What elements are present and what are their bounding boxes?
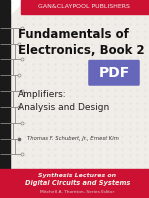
Polygon shape — [0, 0, 26, 26]
Text: Analysis and Design: Analysis and Design — [18, 103, 109, 112]
FancyBboxPatch shape — [88, 60, 140, 86]
Text: Thomas F. Schubert, Jr., Ernest Kim: Thomas F. Schubert, Jr., Ernest Kim — [27, 136, 119, 141]
Text: PDF: PDF — [98, 66, 130, 80]
Text: Amplifiers:: Amplifiers: — [18, 89, 66, 99]
Text: Digital Circuits and Systems: Digital Circuits and Systems — [25, 180, 130, 186]
Polygon shape — [0, 0, 16, 16]
Text: Fundamentals of: Fundamentals of — [18, 28, 129, 41]
Bar — [0, 0, 10, 198]
Text: Synthesis Lectures on: Synthesis Lectures on — [38, 172, 117, 178]
Text: GAN&CLAYPOOL PUBLISHERS: GAN&CLAYPOOL PUBLISHERS — [38, 4, 129, 10]
Bar — [21, 0, 149, 14]
Text: Mitchell A. Thornton, Series Editor: Mitchell A. Thornton, Series Editor — [40, 190, 115, 194]
Text: Electronics, Book 2: Electronics, Book 2 — [18, 44, 145, 57]
Bar — [0, 169, 149, 198]
